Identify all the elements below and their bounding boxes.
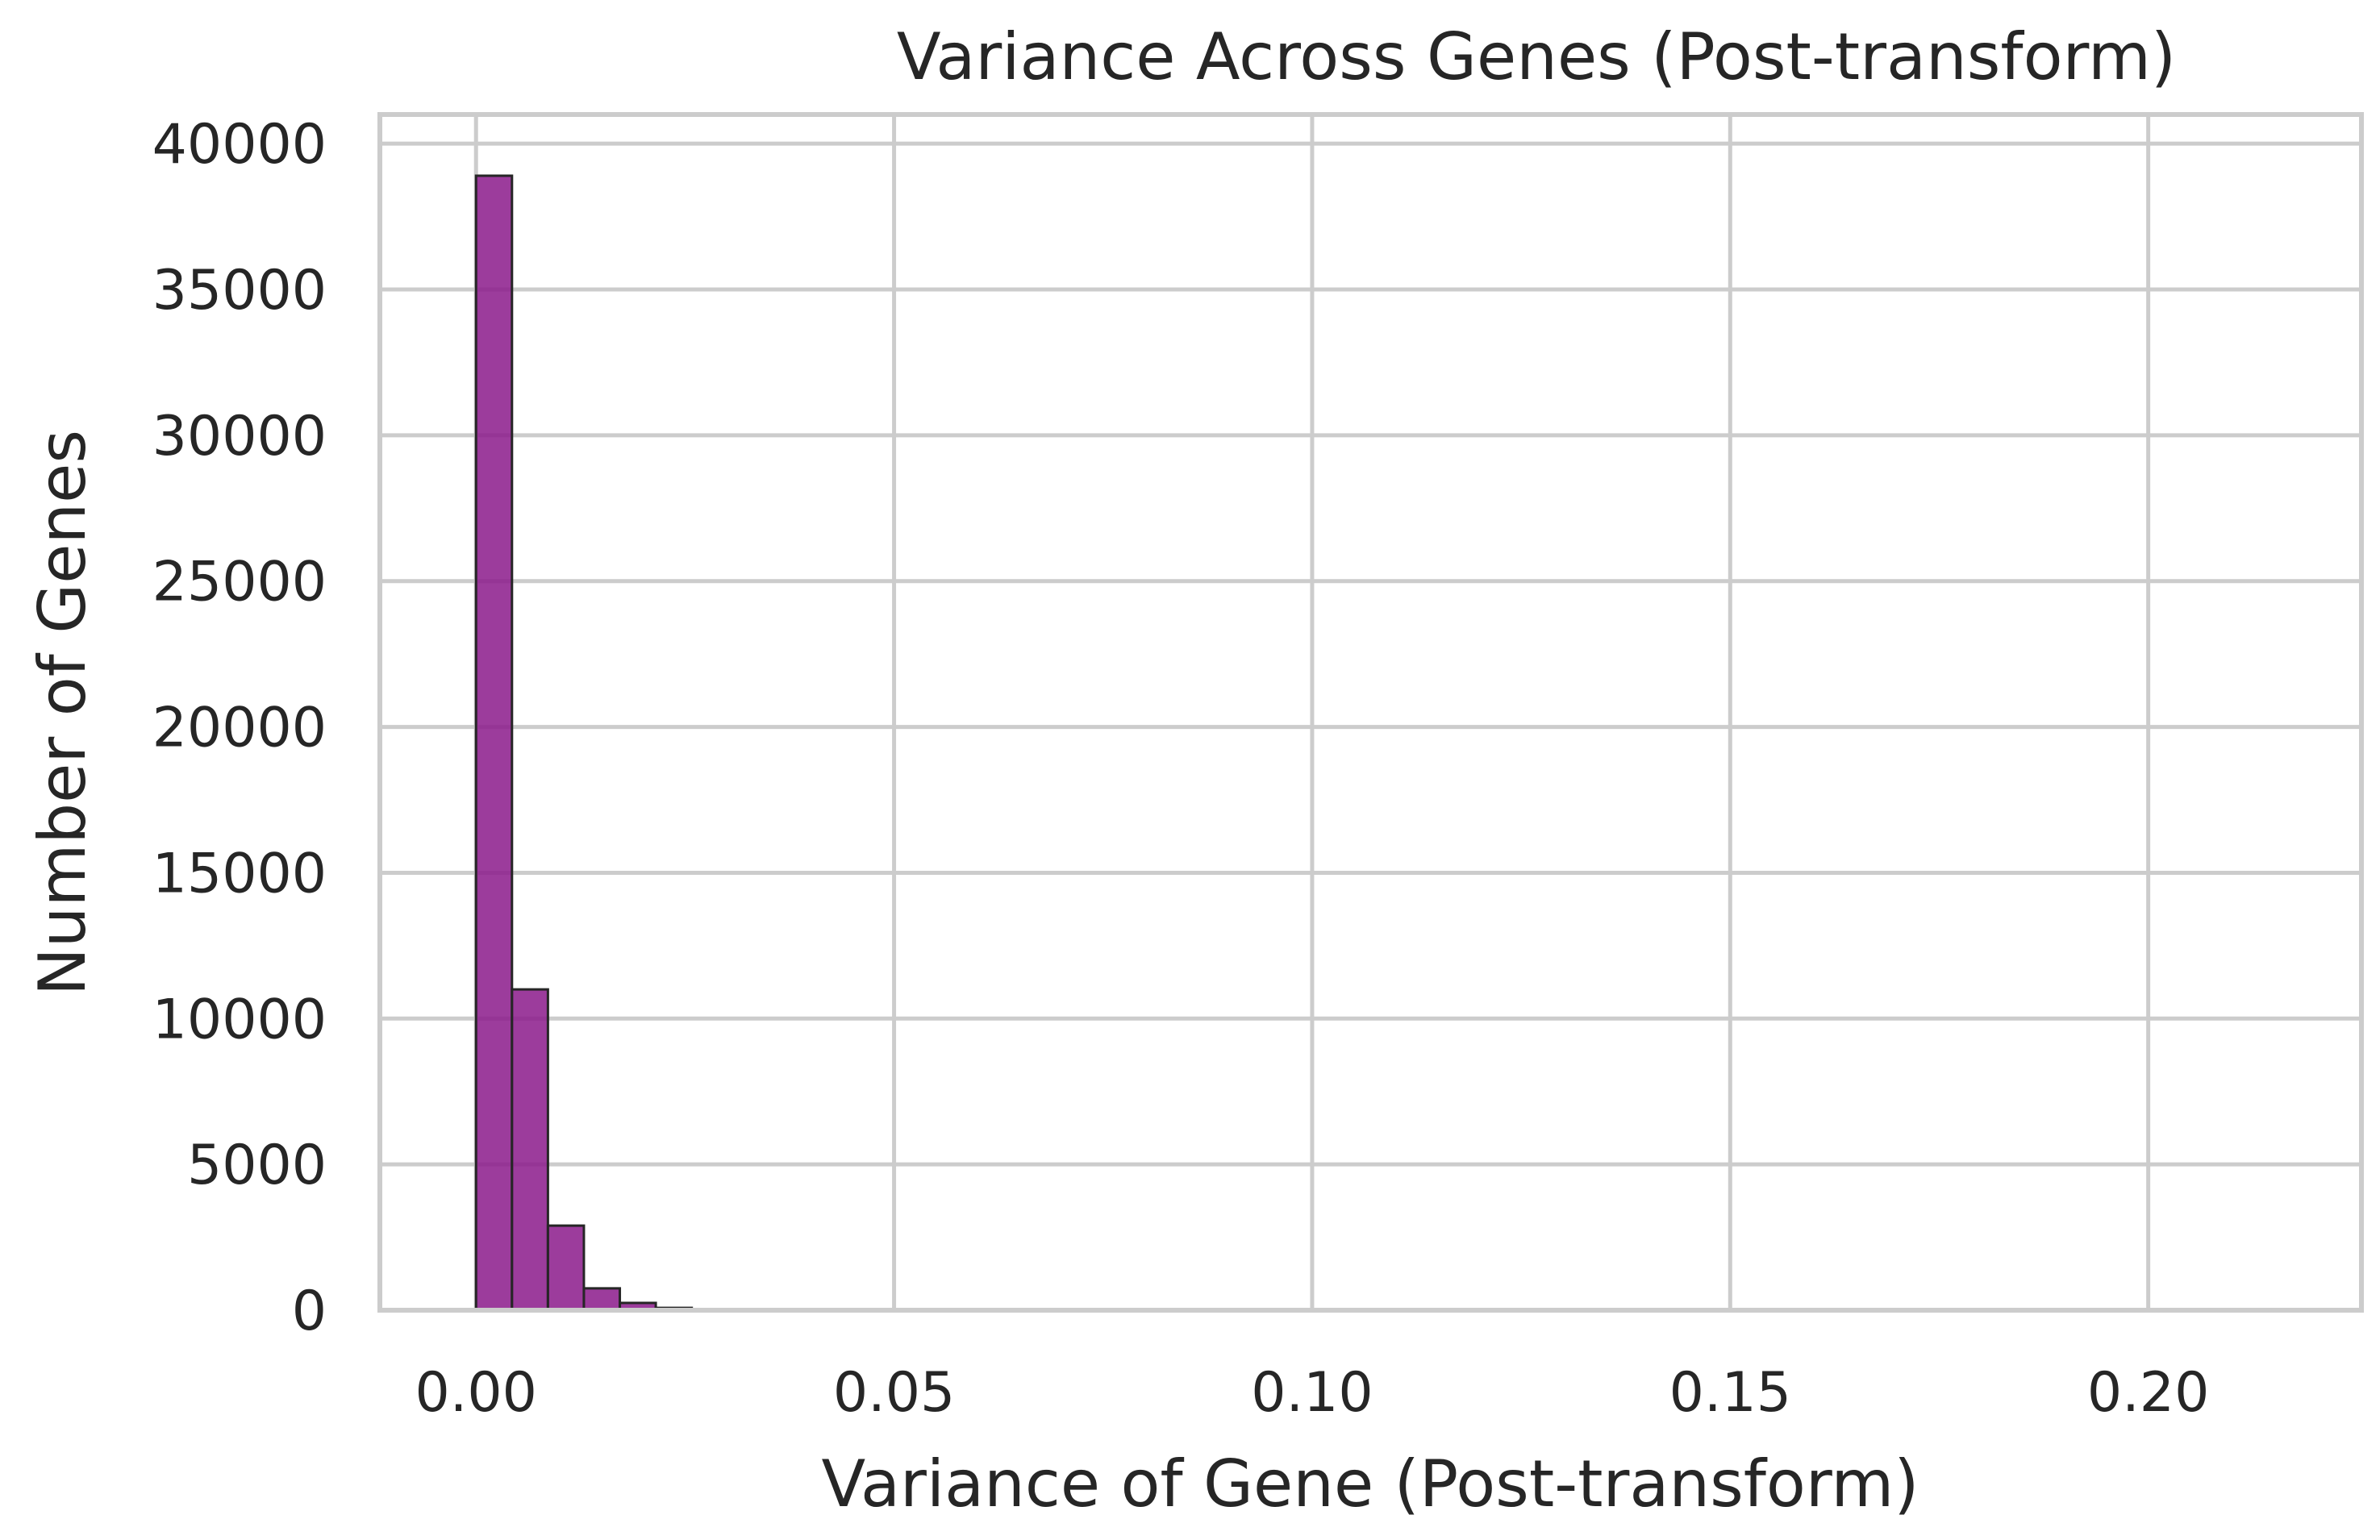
x-tick-label: 0.00 xyxy=(415,1361,537,1425)
histogram-bars xyxy=(474,174,729,1312)
x-tick-label: 0.10 xyxy=(1251,1361,1373,1425)
y-tick-label: 20000 xyxy=(152,697,327,760)
y-axis-ticks: 0 5000 10000 15000 20000 25000 30000 35000 40000 xyxy=(152,113,327,1343)
y-axis-label: Number of Genes xyxy=(25,430,100,996)
y-tick-label: 0 xyxy=(292,1280,327,1343)
y-tick-label: 5000 xyxy=(187,1134,327,1197)
y-tick-label: 10000 xyxy=(152,988,327,1051)
y-tick-label: 15000 xyxy=(152,842,327,905)
y-tick-label: 40000 xyxy=(152,113,327,177)
x-tick-label: 0.05 xyxy=(833,1361,955,1425)
x-tick-label: 0.20 xyxy=(2087,1361,2209,1425)
x-tick-label: 0.15 xyxy=(1669,1361,1791,1425)
x-axis-label: Variance of Gene (Post-transform) xyxy=(822,1446,1919,1521)
histogram-bar-1 xyxy=(511,988,549,1312)
y-tick-label: 30000 xyxy=(152,405,327,468)
grid-lines xyxy=(380,114,2361,1313)
x-axis-ticks: 0.00 0.05 0.10 0.15 0.20 xyxy=(415,1361,2210,1425)
histogram-bar-2 xyxy=(546,1224,586,1312)
plot-frame xyxy=(377,112,2364,1313)
y-tick-label: 25000 xyxy=(152,551,327,614)
histogram-bar-0 xyxy=(474,174,514,1312)
chart-title: Variance Across Genes (Post-transform) xyxy=(897,19,2176,94)
histogram-bar-3 xyxy=(582,1287,622,1312)
y-tick-label: 35000 xyxy=(152,259,327,323)
